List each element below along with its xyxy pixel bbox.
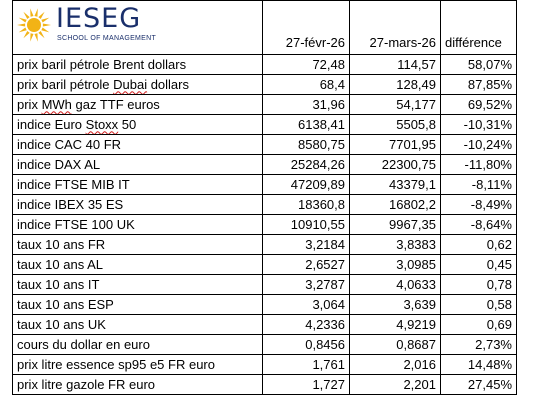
row-label-cell[interactable]: indice DAX AL xyxy=(12,154,263,175)
row-date1-value-cell[interactable]: 31,96 xyxy=(262,94,350,115)
row-difference-cell[interactable]: 27,45% xyxy=(440,374,517,395)
row-date1-value-cell[interactable]: 2,6527 xyxy=(262,254,350,275)
row-difference-cell[interactable]: -10,31% xyxy=(440,114,517,135)
row-difference-cell[interactable]: -8,11% xyxy=(440,174,517,195)
table-row: indice IBEX 35 ES 18360,8 16802,2 -8,49% xyxy=(12,194,517,215)
row-date2-value-cell[interactable]: 5505,8 xyxy=(349,114,441,135)
row-difference-cell[interactable]: 0,69 xyxy=(440,314,517,335)
row-date2-value-cell[interactable]: 4,9219 xyxy=(349,314,441,335)
table-row: prix litre gazole FR euro 1,727 2,201 27,45… xyxy=(12,374,517,395)
table-row: taux 10 ans UK 4,2336 4,9219 0,69 xyxy=(12,314,517,335)
row-date1-value-cell[interactable]: 47209,89 xyxy=(262,174,350,195)
row-label-cell[interactable]: taux 10 ans UK xyxy=(12,314,263,335)
table-row: indice CAC 40 FR 8580,75 7701,95 -10,24% xyxy=(12,134,517,155)
table-row: prix baril pétrole Brent dollars 72,48 114… xyxy=(12,54,517,75)
row-difference-cell[interactable]: 87,85% xyxy=(440,74,517,95)
row-date2-value-cell[interactable]: 9967,35 xyxy=(349,214,441,235)
row-difference-cell[interactable]: 58,07% xyxy=(440,54,517,75)
row-date2-value-cell[interactable]: 2,016 xyxy=(349,354,441,375)
logo-subtitle: SCHOOL OF MANAGEMENT xyxy=(57,35,157,42)
row-label-cell[interactable]: indice CAC 40 FR xyxy=(12,134,263,155)
table-row: indice FTSE MIB IT 47209,89 43379,1 -8,11% xyxy=(12,174,517,195)
row-label-cell[interactable]: prix baril pétrole Dubai dollars xyxy=(12,74,263,95)
row-date1-value-cell[interactable]: 3,064 xyxy=(262,294,350,315)
row-difference-cell[interactable]: 69,52% xyxy=(440,94,517,115)
row-date1-value-cell[interactable]: 0,8456 xyxy=(262,334,350,355)
row-date1-value-cell[interactable]: 3,2787 xyxy=(262,274,350,295)
row-date1-value-cell[interactable]: 4,2336 xyxy=(262,314,350,335)
row-date1-value-cell[interactable]: 10910,55 xyxy=(262,214,350,235)
spreadsheet-table-region: IESEG SCHOOL OF MANAGEMENT 27-févr-26 27… xyxy=(12,0,517,395)
row-label-cell[interactable]: prix litre essence sp95 e5 FR euro xyxy=(12,354,263,375)
row-date1-value-cell[interactable]: 68,4 xyxy=(262,74,350,95)
row-difference-cell[interactable]: 0,62 xyxy=(440,234,517,255)
row-label-cell[interactable]: indice FTSE MIB IT xyxy=(12,174,263,195)
row-label-cell[interactable]: taux 10 ans ESP xyxy=(12,294,263,315)
market-comparison-table: IESEG SCHOOL OF MANAGEMENT 27-févr-26 27… xyxy=(12,0,517,395)
table-row: taux 10 ans AL 2,6527 3,0985 0,45 xyxy=(12,254,517,275)
row-difference-cell[interactable]: 0,45 xyxy=(440,254,517,275)
row-date1-value-cell[interactable]: 18360,8 xyxy=(262,194,350,215)
row-date2-value-cell[interactable]: 0,8687 xyxy=(349,334,441,355)
row-date2-value-cell[interactable]: 2,201 xyxy=(349,374,441,395)
spellcheck-word: Dubai xyxy=(113,76,148,92)
table-row: indice DAX AL 25284,26 22300,75 -11,80% xyxy=(12,154,517,175)
row-label-cell[interactable]: prix MWh gaz TTF euros xyxy=(12,94,263,115)
row-label-cell[interactable]: taux 10 ans FR xyxy=(12,234,263,255)
row-date2-value-cell[interactable]: 3,8383 xyxy=(349,234,441,255)
table-row: indice FTSE 100 UK 10910,55 9967,35 -8,64% xyxy=(12,214,517,235)
header-row: IESEG SCHOOL OF MANAGEMENT 27-févr-26 27… xyxy=(12,0,517,55)
logo-cell[interactable]: IESEG SCHOOL OF MANAGEMENT xyxy=(12,0,263,55)
row-label-cell[interactable]: taux 10 ans AL xyxy=(12,254,263,275)
row-label-cell[interactable]: indice IBEX 35 ES xyxy=(12,194,263,215)
row-date1-value-cell[interactable]: 25284,26 xyxy=(262,154,350,175)
row-date1-value-cell[interactable]: 8580,75 xyxy=(262,134,350,155)
row-date2-value-cell[interactable]: 3,639 xyxy=(349,294,441,315)
table-row: prix MWh gaz TTF euros 31,96 54,177 69,52% xyxy=(12,94,517,115)
header-difference-cell[interactable]: différence xyxy=(440,0,517,55)
row-date2-value-cell[interactable]: 4,0633 xyxy=(349,274,441,295)
row-difference-cell[interactable]: -11,80% xyxy=(440,154,517,175)
row-date1-value-cell[interactable]: 6138,41 xyxy=(262,114,350,135)
row-difference-cell[interactable]: 14,48% xyxy=(440,354,517,375)
row-difference-cell[interactable]: 0,58 xyxy=(440,294,517,315)
row-date2-value-cell[interactable]: 43379,1 xyxy=(349,174,441,195)
table-row: taux 10 ans FR 3,2184 3,8383 0,62 xyxy=(12,234,517,255)
logo-wordmark: IESEG xyxy=(56,3,142,34)
table-row: taux 10 ans IT 3,2787 4,0633 0,78 xyxy=(12,274,517,295)
row-date2-value-cell[interactable]: 3,0985 xyxy=(349,254,441,275)
sun-icon xyxy=(17,8,51,42)
row-date2-value-cell[interactable]: 7701,95 xyxy=(349,134,441,155)
ieseg-logo: IESEG SCHOOL OF MANAGEMENT xyxy=(14,3,164,47)
spellcheck-word: Stoxx xyxy=(85,116,119,132)
row-label-cell[interactable]: taux 10 ans IT xyxy=(12,274,263,295)
table-row: prix litre essence sp95 e5 FR euro 1,761 2… xyxy=(12,354,517,375)
row-date1-value-cell[interactable]: 3,2184 xyxy=(262,234,350,255)
row-date1-value-cell[interactable]: 1,727 xyxy=(262,374,350,395)
spellcheck-word: MWh xyxy=(41,96,72,112)
table-row: prix baril pétrole Dubai dollars 68,4 128,… xyxy=(12,74,517,95)
row-date2-value-cell[interactable]: 54,177 xyxy=(349,94,441,115)
row-label-cell[interactable]: cours du dollar en euro xyxy=(12,334,263,355)
row-label-cell[interactable]: prix baril pétrole Brent dollars xyxy=(12,54,263,75)
table-row: indice Euro Stoxx 50 6138,41 5505,8 -10,31% xyxy=(12,114,517,135)
row-difference-cell[interactable]: -8,64% xyxy=(440,214,517,235)
row-difference-cell[interactable]: 2,73% xyxy=(440,334,517,355)
row-label-cell[interactable]: indice Euro Stoxx 50 xyxy=(12,114,263,135)
row-difference-cell[interactable]: -10,24% xyxy=(440,134,517,155)
row-date1-value-cell[interactable]: 1,761 xyxy=(262,354,350,375)
row-date2-value-cell[interactable]: 114,57 xyxy=(349,54,441,75)
table-row: taux 10 ans ESP 3,064 3,639 0,58 xyxy=(12,294,517,315)
row-date2-value-cell[interactable]: 16802,2 xyxy=(349,194,441,215)
header-date1-cell[interactable]: 27-févr-26 xyxy=(262,0,350,55)
row-date1-value-cell[interactable]: 72,48 xyxy=(262,54,350,75)
row-difference-cell[interactable]: 0,78 xyxy=(440,274,517,295)
header-date2-cell[interactable]: 27-mars-26 xyxy=(349,0,441,55)
table-row: cours du dollar en euro 0,8456 0,8687 2,73% xyxy=(12,334,517,355)
row-date2-value-cell[interactable]: 22300,75 xyxy=(349,154,441,175)
row-label-cell[interactable]: indice FTSE 100 UK xyxy=(12,214,263,235)
row-date2-value-cell[interactable]: 128,49 xyxy=(349,74,441,95)
row-difference-cell[interactable]: -8,49% xyxy=(440,194,517,215)
row-label-cell[interactable]: prix litre gazole FR euro xyxy=(12,374,263,395)
